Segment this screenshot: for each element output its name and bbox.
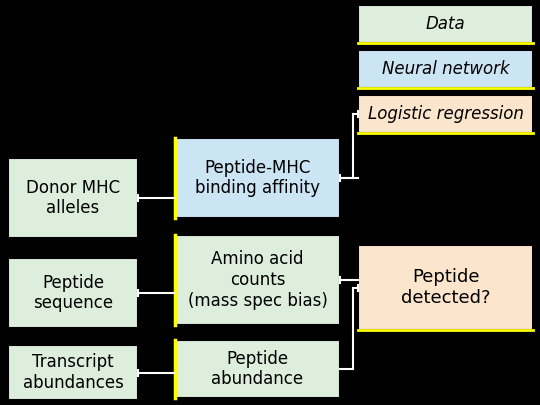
- Bar: [8, 258, 138, 328]
- Bar: [358, 50, 533, 88]
- Text: Peptide
abundance: Peptide abundance: [212, 350, 303, 388]
- Text: Data: Data: [426, 15, 465, 33]
- Bar: [358, 5, 533, 43]
- Text: Neural network: Neural network: [382, 60, 509, 78]
- Text: Logistic regression: Logistic regression: [368, 105, 523, 123]
- Bar: [358, 245, 533, 330]
- Bar: [358, 95, 533, 133]
- Text: Donor MHC
alleles: Donor MHC alleles: [26, 179, 120, 217]
- Text: Peptide
detected?: Peptide detected?: [401, 268, 490, 307]
- Text: Peptide
sequence: Peptide sequence: [33, 274, 113, 312]
- Bar: [8, 158, 138, 238]
- Bar: [175, 138, 340, 218]
- Bar: [8, 345, 138, 400]
- Text: Peptide-MHC
binding affinity: Peptide-MHC binding affinity: [195, 159, 320, 197]
- Bar: [175, 235, 340, 325]
- Text: Transcript
abundances: Transcript abundances: [23, 353, 124, 392]
- Text: Amino acid
counts
(mass spec bias): Amino acid counts (mass spec bias): [187, 250, 327, 310]
- Bar: [175, 340, 340, 398]
